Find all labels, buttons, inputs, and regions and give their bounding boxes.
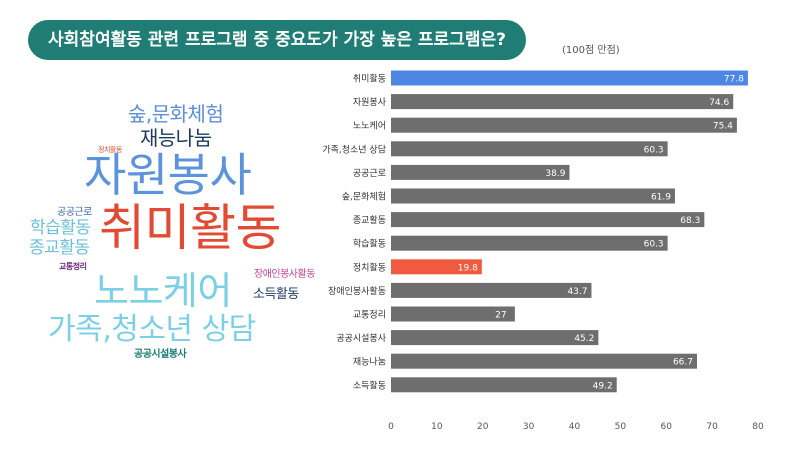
bar bbox=[391, 70, 748, 86]
cloud-word: 가족,청소년 상담 bbox=[48, 312, 256, 347]
cloud-word: 노노케어 bbox=[94, 269, 232, 313]
bar bbox=[391, 141, 668, 157]
cloud-word: 학습활동 bbox=[30, 218, 91, 238]
page-title: 사회참여활동 관련 프로그램 중 중요도가 가장 높은 프로그램은? bbox=[28, 20, 526, 60]
bar bbox=[391, 306, 515, 322]
cloud-word: 종교활동 bbox=[29, 238, 90, 258]
data-label: 77.8 bbox=[724, 75, 744, 85]
cloud-word: 소득활동 bbox=[253, 287, 299, 302]
category-label: 공공근로 bbox=[353, 168, 386, 179]
category-label: 취미활동 bbox=[353, 73, 386, 85]
cloud-word: 정치활동 bbox=[98, 146, 122, 154]
category-label: 교통정리 bbox=[353, 310, 386, 321]
category-label: 종교활동 bbox=[353, 214, 386, 226]
cloud-word: 장애인봉사활동 bbox=[254, 269, 315, 280]
category-label: 정치활동 bbox=[353, 261, 386, 273]
category-label: 자원봉사 bbox=[353, 97, 387, 108]
category-label: 가족,청소년 상담 bbox=[322, 143, 386, 155]
category-label: 소득활동 bbox=[353, 379, 386, 391]
bar bbox=[391, 353, 697, 369]
category-label: 노노케어 bbox=[353, 121, 386, 132]
x-tick-label: 20 bbox=[477, 422, 489, 432]
cloud-word: 자원봉사 bbox=[84, 148, 252, 202]
bar bbox=[391, 164, 570, 180]
bar bbox=[391, 212, 705, 228]
data-label: 60.3 bbox=[644, 240, 664, 250]
cloud-word: 숲,문화체험 bbox=[128, 102, 224, 126]
x-tick-label: 40 bbox=[569, 422, 581, 432]
data-label: 75.4 bbox=[713, 122, 733, 132]
category-label: 학습활동 bbox=[353, 238, 386, 250]
data-label: 43.7 bbox=[567, 287, 587, 297]
bar bbox=[391, 282, 592, 298]
bar bbox=[391, 235, 668, 251]
data-label: 45.2 bbox=[574, 334, 594, 344]
x-tick-label: 10 bbox=[431, 422, 443, 432]
bar bbox=[391, 330, 599, 346]
data-label: 27 bbox=[495, 311, 506, 321]
cloud-word: 재능나눔 bbox=[140, 126, 212, 150]
category-label: 장애인봉사활동 bbox=[328, 285, 386, 297]
data-label: 74.6 bbox=[709, 98, 729, 108]
data-label: 68.3 bbox=[680, 216, 700, 226]
data-label: 60.3 bbox=[644, 145, 664, 155]
x-tick-label: 0 bbox=[388, 422, 394, 432]
category-label: 재능나눔 bbox=[353, 357, 386, 368]
cloud-word: 취미활동 bbox=[99, 199, 282, 257]
cloud-word: 공공근로 bbox=[57, 207, 92, 218]
scale-note: (100점 만점) bbox=[562, 45, 620, 56]
bar bbox=[391, 117, 737, 133]
bar bbox=[391, 377, 617, 393]
data-label: 66.7 bbox=[673, 358, 693, 368]
cloud-word: 교통정리 bbox=[59, 262, 87, 271]
data-label: 61.9 bbox=[651, 193, 671, 203]
x-tick-label: 70 bbox=[706, 422, 718, 432]
data-label: 49.2 bbox=[593, 381, 613, 391]
category-label: 숲,문화체험 bbox=[342, 192, 386, 203]
data-label: 38.9 bbox=[545, 169, 565, 179]
x-tick-label: 30 bbox=[523, 422, 535, 432]
x-tick-label: 50 bbox=[615, 422, 627, 432]
cloud-word: 공공시설봉사 bbox=[134, 349, 187, 360]
bar bbox=[391, 259, 482, 275]
bar bbox=[391, 94, 734, 110]
data-label: 19.8 bbox=[458, 263, 478, 273]
word-cloud: 숲,문화체험 재능나눔 정치활동 자원봉사 공공근로 학습활동 취미활동 종교활… bbox=[0, 60, 340, 400]
x-tick-label: 60 bbox=[661, 422, 673, 432]
category-label: 공공시설봉사 bbox=[336, 333, 386, 344]
bar bbox=[391, 188, 675, 204]
x-tick-label: 80 bbox=[752, 422, 764, 432]
